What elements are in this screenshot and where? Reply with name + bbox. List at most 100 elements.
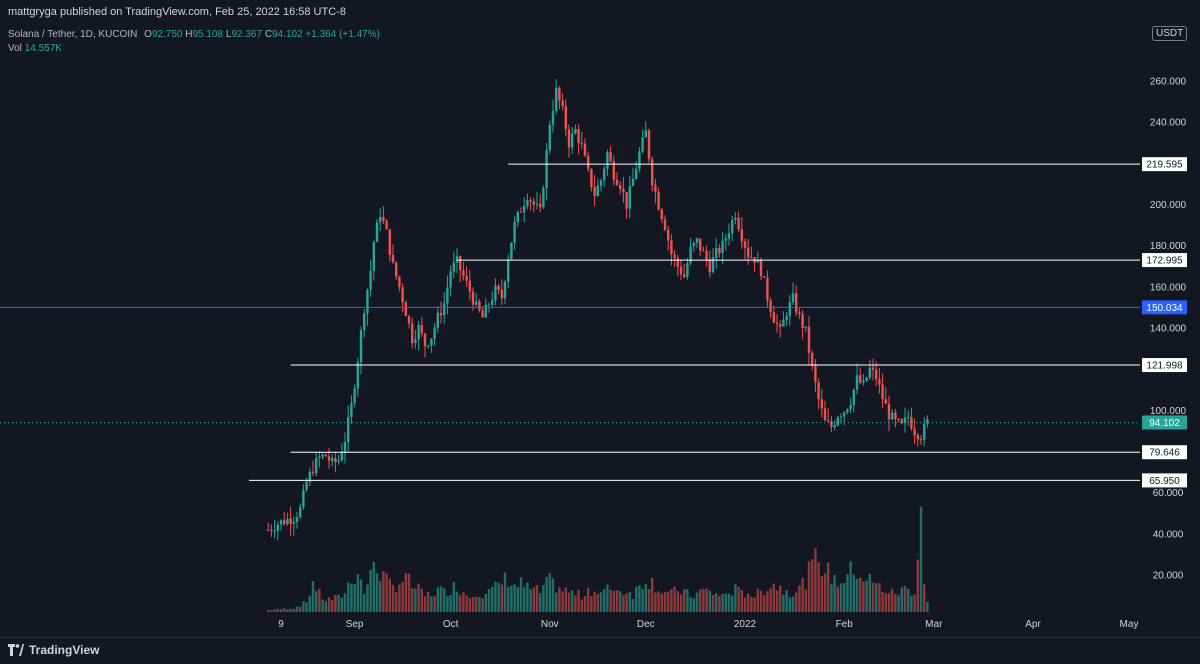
- volume-bar: [727, 593, 731, 612]
- volume-bar: [859, 577, 862, 612]
- volume-bar: [900, 587, 903, 612]
- volume-bar: [887, 592, 891, 612]
- candle-body: [363, 313, 366, 331]
- candle-body: [692, 242, 695, 247]
- level-label-box: [1142, 358, 1187, 373]
- candle-body: [686, 263, 689, 278]
- candle-body: [542, 187, 545, 208]
- price-chart[interactable]: 219.595 172.995 150.034 121.998 79.646 65.950…: [0, 22, 1200, 637]
- brand-label: TradingView: [29, 643, 100, 657]
- candle-body: [356, 362, 359, 389]
- candle-body: [823, 408, 827, 421]
- candle-body: [347, 416, 350, 442]
- candle-body: [868, 367, 871, 378]
- candle-body: [724, 238, 727, 241]
- volume-bar: [871, 582, 875, 612]
- volume-bar: [289, 608, 292, 612]
- volume-bar: [564, 587, 567, 612]
- candle-body: [321, 454, 324, 457]
- legend-high-label: H: [185, 29, 193, 40]
- candle-body: [695, 238, 699, 243]
- tradingview-logo-icon: [8, 644, 24, 656]
- volume-bar: [305, 602, 308, 612]
- y-tick-label: 160.000: [1150, 282, 1187, 293]
- volume-bar: [884, 593, 887, 612]
- volume-bar: [519, 577, 523, 612]
- candle-body: [702, 250, 705, 252]
- volume-bar: [500, 584, 503, 612]
- candlesticks: [267, 78, 929, 541]
- volume-bar: [865, 580, 868, 612]
- x-tick-label: Apr: [1025, 619, 1041, 630]
- candle-body: [699, 238, 702, 251]
- candle-body: [865, 377, 868, 381]
- volume-bar: [878, 583, 881, 612]
- candle-body: [737, 217, 740, 230]
- y-tick-label: 200.000: [1150, 200, 1187, 211]
- volume-bar: [385, 573, 388, 612]
- candle-body: [551, 110, 555, 125]
- volume-bar: [759, 590, 763, 612]
- volume-bar: [446, 596, 449, 612]
- candle-body: [587, 155, 590, 169]
- candle-body: [619, 184, 622, 190]
- x-tick-label: 2022: [734, 619, 757, 630]
- candle-body: [878, 379, 881, 385]
- volume-bar: [478, 596, 481, 612]
- candle-body: [708, 260, 711, 273]
- volume-bar: [411, 588, 414, 612]
- volume-bar: [529, 589, 532, 612]
- volume-bar: [641, 589, 644, 612]
- candle-body: [663, 219, 667, 230]
- volume-bar: [753, 597, 756, 612]
- volume-bar: [276, 608, 279, 612]
- volume-bar: [318, 588, 321, 612]
- volume-bar: [891, 588, 894, 612]
- volume-bar: [715, 593, 718, 612]
- candle-body: [916, 435, 919, 440]
- volume-bar: [804, 589, 807, 612]
- candle-body: [507, 259, 510, 282]
- volume-bar: [577, 589, 580, 612]
- volume-bar: [366, 584, 369, 612]
- candle-body: [590, 168, 593, 188]
- candle-body: [798, 312, 801, 315]
- candle-body: [334, 458, 337, 462]
- legend-open-value: 92.750: [151, 29, 183, 40]
- volume-bar: [433, 596, 436, 612]
- volume-bar: [481, 598, 484, 612]
- publish-info: mattgryga published on TradingView.com, …: [8, 6, 346, 18]
- volume-bar: [587, 587, 590, 612]
- legend-ohlc-row: Solana / Tether, 1D, KUCOIN O92.750 H95.…: [8, 28, 380, 42]
- volume-bar: [673, 586, 676, 612]
- candle-body: [539, 203, 542, 208]
- horizontal-levels[interactable]: 219.595 172.995 150.034 121.998 79.646 65.950: [0, 157, 1187, 488]
- volume-bar: [475, 596, 478, 612]
- volume-bar: [769, 588, 772, 612]
- currency-badge[interactable]: USDT: [1152, 26, 1188, 41]
- candle-body: [852, 389, 855, 406]
- volume-bar: [273, 609, 276, 612]
- volume-bar: [852, 574, 855, 612]
- time-axis[interactable]: 9 Sep Oct Nov Dec 2022 Feb Mar Apr May: [278, 619, 1138, 630]
- candle-body: [510, 242, 513, 260]
- tradingview-logo[interactable]: TradingView: [8, 643, 99, 657]
- candle-body: [270, 529, 273, 531]
- candle-body: [443, 303, 446, 316]
- volume-bar: [638, 585, 641, 612]
- candle-body: [747, 247, 750, 258]
- price-axis[interactable]: 20.000 40.000 60.000 100.000 140.000 160.000 1…: [1150, 77, 1187, 582]
- candle-body: [782, 319, 785, 327]
- volume-bar: [868, 573, 871, 612]
- volume-bar: [487, 588, 491, 612]
- volume-bar: [407, 573, 411, 612]
- y-tick-label: 40.000: [1153, 529, 1184, 540]
- candle-body: [513, 222, 516, 243]
- volume-bar: [292, 608, 295, 612]
- candle-body: [766, 277, 769, 301]
- y-tick-label: 140.000: [1150, 324, 1187, 335]
- candle-body: [801, 314, 804, 329]
- candle-body: [670, 240, 673, 255]
- candle-body: [657, 191, 660, 210]
- volume-bar: [782, 594, 785, 612]
